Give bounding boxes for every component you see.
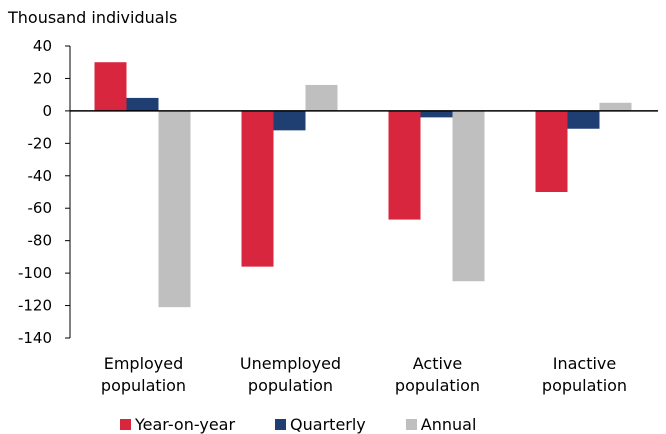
bar-year-on-year-0 (94, 62, 127, 111)
y-tick-label: -120 (18, 297, 52, 315)
bar-annual-3 (599, 102, 632, 111)
legend-item-annual: Annual (405, 415, 477, 434)
y-tick-label: 40 (33, 37, 52, 55)
y-tick-label: -80 (28, 232, 53, 250)
bar-quarterly-0 (126, 97, 159, 111)
bar-quarterly-2 (420, 110, 453, 118)
x-category-label: Inactive (553, 354, 617, 373)
bar-annual-1 (305, 84, 338, 111)
legend-label-annual: Annual (420, 415, 477, 434)
y-tick-label: -60 (28, 199, 53, 217)
y-tick-label: 20 (33, 69, 52, 87)
legend-label-quarterly: Quarterly (290, 415, 366, 434)
x-category-label: Employed (104, 354, 184, 373)
y-tick-label: 0 (42, 102, 52, 120)
legend-item-year-on-year: Year-on-year (120, 415, 235, 434)
bar-year-on-year-2 (388, 110, 421, 220)
legend: Year-on-year Quarterly Annual (120, 415, 516, 434)
legend-swatch-annual (405, 419, 417, 430)
legend-label-year-on-year: Year-on-year (135, 415, 236, 434)
y-tick-label: -100 (18, 264, 52, 282)
y-tick-label: -20 (28, 134, 53, 152)
bar-annual-2 (452, 110, 485, 282)
bar-quarterly-1 (273, 110, 306, 131)
bar-annual-0 (158, 110, 191, 308)
x-category-label: population (395, 376, 480, 395)
x-category-label: population (542, 376, 627, 395)
y-axis-unit-label: Thousand individuals (8, 8, 178, 27)
bar-year-on-year-3 (535, 110, 568, 192)
x-category-label: Unemployed (240, 354, 341, 373)
bar-quarterly-3 (567, 110, 600, 129)
y-tick-label: -140 (18, 329, 52, 347)
legend-swatch-year-on-year (120, 419, 131, 430)
y-tick-label: -40 (28, 167, 53, 185)
x-category-label: Active (413, 354, 463, 373)
bar-year-on-year-1 (241, 110, 274, 267)
x-category-label: population (248, 376, 333, 395)
legend-item-quarterly: Quarterly (275, 415, 366, 434)
legend-swatch-quarterly (275, 419, 287, 430)
x-category-label: population (101, 376, 186, 395)
